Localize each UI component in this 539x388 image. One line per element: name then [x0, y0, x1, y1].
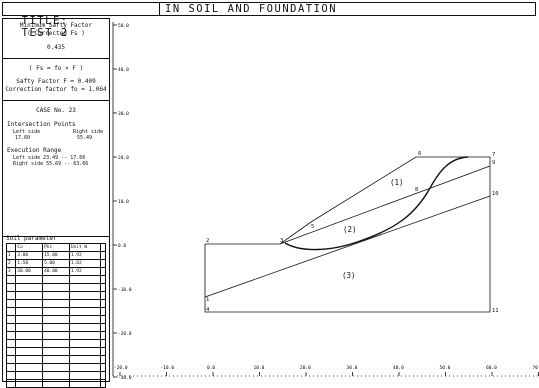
ground-surface-line [205, 157, 490, 312]
point-label: 2 [206, 238, 209, 244]
x-ticks: -20.0 -10.0 0.0 10.0 20.0 30.0 40.0 50.0 60.0 70.… [114, 365, 539, 376]
y-tick-label: 10.0 [118, 199, 129, 205]
y-tick-label: -20.0 [118, 331, 132, 337]
y-tick-label: -10.0 [118, 287, 132, 293]
ground-section [205, 157, 490, 312]
point-label: 3 [280, 238, 283, 244]
layer-labels: (1) (2) (3) [342, 178, 404, 280]
x-tick-label: -10.0 [161, 365, 175, 371]
y-tick-label: 20.0 [118, 155, 129, 161]
y-tick-label: 40.0 [118, 67, 129, 73]
x-tick-label: 30.0 [347, 365, 358, 371]
point-label: 9 [492, 160, 495, 166]
layer-boundary-lower [205, 196, 490, 297]
point-label: 11 [492, 308, 499, 314]
y-tick-label: 50.0 [118, 23, 129, 29]
layer-label-1: (1) [390, 178, 404, 187]
point-label: 1 [206, 297, 209, 303]
y-tick-label: 0.0 [118, 243, 126, 249]
layer-boundary-upper [280, 166, 490, 244]
x-tick-label: 20.0 [300, 365, 311, 371]
layer-label-2: (2) [343, 225, 357, 234]
x-tick-label: 70.0 [533, 365, 539, 371]
x-tick-label: 50.0 [440, 365, 451, 371]
x-tick-label: 40.0 [393, 365, 404, 371]
x-tick-label: 60.0 [486, 365, 497, 371]
plot-axes [113, 22, 538, 376]
layer-label-3: (3) [342, 271, 356, 280]
point-label: 10 [492, 191, 499, 197]
point-label: 6 [418, 151, 421, 157]
x-tick-label: 0.0 [207, 365, 215, 371]
point-label: 7 [492, 152, 495, 158]
x-tick-label: 10.0 [254, 365, 265, 371]
critical-slip-circle [285, 157, 468, 250]
y-ticks: 50.040.030.020.010.00.0-10.0-20.0-30.0 [113, 23, 132, 381]
x-tick-label: -20.0 [114, 365, 128, 371]
y-tick-label: 30.0 [118, 111, 129, 117]
point-label: 8 [415, 187, 418, 193]
point-label: 5 [311, 224, 314, 230]
